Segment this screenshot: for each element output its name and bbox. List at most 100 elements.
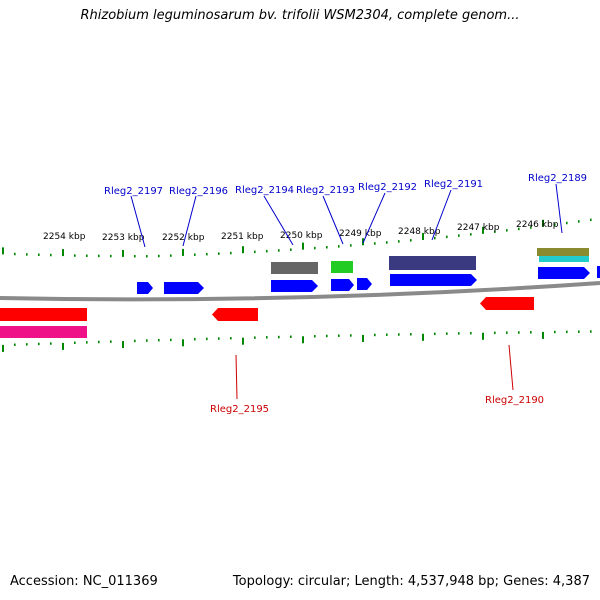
kbp-label: 2252 kbp (162, 233, 205, 243)
minor-tick (494, 230, 496, 233)
minor-tick (446, 332, 448, 335)
major-tick (62, 342, 64, 350)
minor-tick (590, 218, 592, 222)
minor-tick (314, 246, 316, 250)
kbp-label: 2250 kbp (280, 231, 323, 241)
reverse-gene-arrow (480, 297, 534, 310)
minor-tick (194, 253, 196, 256)
kbp-labels: 2254 kbp 2253 kbp 2252 kbp 2251 kbp 2250… (43, 220, 559, 243)
accession-text: Accession: NC_011369 (10, 574, 158, 589)
gene-label-rleg2-2195: Rleg2_2195 (210, 404, 269, 415)
minor-tick (50, 342, 52, 345)
cog-bar (539, 256, 589, 262)
minor-tick (434, 332, 436, 336)
minor-tick (530, 226, 532, 229)
minor-tick (14, 252, 16, 256)
major-tick (2, 247, 4, 255)
major-tick (242, 246, 244, 254)
minor-tick (434, 236, 436, 240)
genome-stats-text: Topology: circular; Length: 4,537,948 bp… (232, 574, 590, 589)
major-tick (422, 333, 424, 341)
minor-tick (218, 337, 220, 340)
minor-tick (254, 336, 256, 339)
minor-tick (518, 227, 520, 231)
kbp-label: 2248 kbp (398, 227, 441, 237)
reverse-genes (0, 297, 534, 338)
gene-label-rleg2-2196: Rleg2_2196 (169, 186, 228, 197)
minor-tick (506, 229, 508, 232)
minor-tick (554, 330, 556, 334)
major-tick (302, 242, 304, 250)
minor-tick (446, 235, 448, 239)
label-leader-line (235, 354, 238, 400)
minor-tick (86, 254, 88, 258)
major-tick (542, 219, 544, 227)
label-leader-line (263, 195, 294, 246)
cog-bar (271, 262, 318, 274)
minor-tick (74, 254, 76, 257)
label-leader-line (362, 192, 386, 244)
forward-gene-arrow (271, 280, 318, 292)
tick-row-bottom (2, 330, 592, 352)
minor-tick (170, 338, 172, 342)
kbp-label: 2253 kbp (102, 233, 145, 243)
minor-tick (350, 334, 352, 337)
minor-tick (410, 333, 412, 336)
minor-tick (398, 333, 400, 336)
minor-tick (38, 253, 40, 256)
minor-tick (158, 254, 160, 258)
major-tick (242, 337, 244, 345)
minor-tick (98, 254, 100, 258)
forward-gene-arrow (164, 282, 204, 294)
minor-tick (470, 331, 472, 335)
minor-tick (278, 335, 280, 339)
minor-tick (398, 240, 400, 243)
kbp-label: 2251 kbp (221, 232, 264, 242)
map-title: Rhizobium leguminosarum bv. trifolii WSM… (80, 8, 520, 23)
major-tick (362, 238, 364, 246)
minor-tick (38, 342, 40, 346)
major-tick (542, 331, 544, 339)
tick-row-top (2, 218, 592, 258)
minor-tick (194, 337, 196, 341)
minor-tick (218, 252, 220, 255)
minor-tick (206, 252, 208, 256)
minor-tick (290, 335, 292, 339)
minor-tick (326, 334, 328, 338)
kbp-label: 2249 kbp (339, 229, 382, 239)
minor-tick (158, 338, 160, 342)
minor-tick (290, 248, 292, 251)
minor-tick (266, 336, 268, 339)
genome-backbone (0, 281, 600, 302)
label-leader-line (182, 195, 197, 247)
forward-gene-arrow (538, 267, 590, 279)
cog-bars (271, 248, 589, 274)
minor-tick (410, 239, 412, 242)
kbp-label: 2254 kbp (43, 232, 86, 242)
minor-tick (386, 333, 388, 336)
cog-bar (331, 261, 353, 273)
minor-tick (110, 340, 112, 343)
minor-tick (458, 234, 460, 237)
gene-label-rleg2-2197: Rleg2_2197 (104, 186, 163, 197)
minor-tick (470, 233, 472, 236)
reverse-gene-labels: Rleg2_2195 Rleg2_2190 (210, 344, 544, 415)
minor-tick (26, 343, 28, 346)
forward-gene-labels: Rleg2_2197 Rleg2_2196 Rleg2_2194 Rleg2_2… (104, 173, 587, 248)
cog-bar (537, 248, 589, 256)
minor-tick (578, 220, 580, 223)
forward-gene-arrow (331, 279, 354, 291)
minor-tick (530, 331, 532, 334)
minor-tick (566, 221, 568, 225)
forward-genes (137, 266, 600, 294)
gene-label-rleg2-2191: Rleg2_2191 (424, 179, 483, 190)
gene-label-rleg2-2190: Rleg2_2190 (485, 395, 544, 406)
minor-tick (230, 337, 232, 340)
label-leader-line (431, 189, 452, 241)
minor-tick (146, 254, 148, 258)
label-leader-line (322, 195, 344, 245)
minor-tick (278, 249, 280, 252)
label-leader-line (130, 195, 146, 248)
minor-tick (590, 330, 592, 333)
minor-tick (254, 250, 256, 254)
